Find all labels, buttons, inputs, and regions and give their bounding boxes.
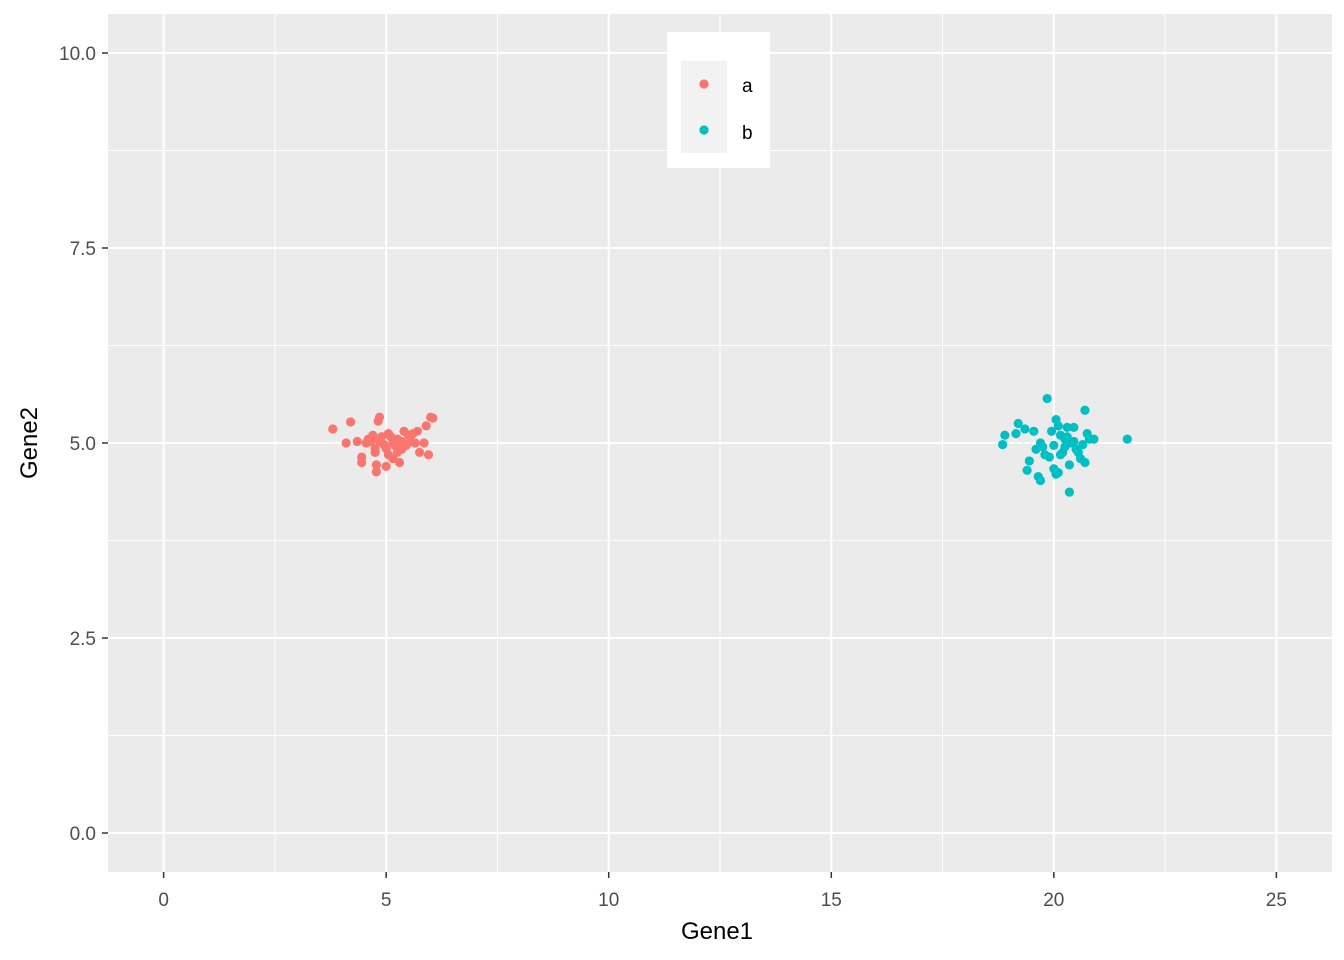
- data-point-b: [1042, 393, 1052, 404]
- y-axis-ticks: 0.0 2.5 5.0 7.5 10.0: [59, 44, 108, 845]
- x-tick-label: 10: [598, 890, 619, 911]
- data-point-b: [1011, 429, 1021, 439]
- x-tick-label: 25: [1266, 890, 1287, 911]
- data-point-a: [357, 452, 367, 462]
- data-point-b: [1089, 434, 1099, 444]
- data-point-a: [371, 467, 381, 477]
- data-point-a: [412, 426, 422, 436]
- data-point-b: [1064, 487, 1074, 497]
- x-tick-label: 0: [158, 890, 169, 911]
- data-point-b: [1053, 468, 1063, 478]
- x-tick-label: 15: [821, 890, 842, 911]
- data-point-b: [1044, 452, 1054, 462]
- data-point-a: [374, 412, 385, 422]
- data-point-b: [1069, 436, 1079, 447]
- data-point-a: [383, 429, 394, 439]
- data-point-a: [419, 438, 429, 448]
- data-point-b: [1038, 442, 1048, 452]
- legend-marker-b: [699, 125, 709, 135]
- data-point-b: [1053, 421, 1063, 431]
- data-point-a: [428, 413, 438, 423]
- data-point-b: [1080, 405, 1090, 415]
- y-tick-label: 0.0: [70, 824, 96, 845]
- y-tick-label: 7.5: [70, 239, 96, 260]
- data-point-b: [1022, 465, 1032, 475]
- y-axis-title: Gene2: [16, 407, 43, 479]
- data-point-a: [388, 438, 398, 448]
- data-point-a: [366, 436, 376, 447]
- x-axis-ticks: 0 5 10 15 20 25: [158, 872, 1287, 911]
- data-point-a: [397, 444, 407, 454]
- data-point-b: [1069, 422, 1079, 432]
- y-tick-label: 5.0: [70, 434, 96, 455]
- data-points: [328, 393, 1132, 497]
- data-point-a: [328, 424, 338, 434]
- data-point-a: [370, 447, 380, 457]
- data-point-b: [1035, 475, 1046, 486]
- data-point-a: [394, 457, 405, 468]
- data-point-a: [423, 450, 434, 460]
- data-point-b: [1024, 456, 1034, 466]
- data-point-b: [998, 439, 1008, 450]
- data-point-b: [1000, 430, 1010, 440]
- data-point-b: [1060, 442, 1070, 452]
- legend-marker-a: [699, 79, 709, 89]
- data-point-a: [381, 461, 391, 471]
- data-point-a: [352, 436, 362, 447]
- y-tick-label: 2.5: [70, 629, 96, 650]
- data-point-b: [1064, 460, 1074, 470]
- data-point-b: [1055, 430, 1066, 440]
- legend: a b: [667, 32, 770, 168]
- data-point-b: [1046, 426, 1057, 436]
- data-point-a: [421, 421, 431, 431]
- data-point-a: [371, 460, 381, 470]
- data-point-a: [345, 417, 356, 427]
- x-tick-label: 20: [1043, 890, 1064, 911]
- data-point-b: [1029, 426, 1039, 436]
- y-tick-label: 10.0: [59, 44, 96, 65]
- data-point-b: [1049, 440, 1059, 450]
- legend-label-b: b: [742, 123, 753, 144]
- data-point-b: [1013, 418, 1023, 429]
- x-tick-label: 5: [381, 890, 392, 911]
- data-point-b: [1062, 422, 1072, 432]
- x-axis-title: Gene1: [681, 918, 753, 945]
- data-point-b: [1020, 424, 1030, 434]
- data-point-b: [1078, 439, 1088, 450]
- data-point-a: [414, 447, 425, 457]
- data-point-a: [341, 438, 351, 448]
- data-point-b: [1122, 434, 1132, 444]
- legend-label-a: a: [742, 76, 753, 97]
- data-point-a: [410, 438, 420, 448]
- data-point-b: [1080, 457, 1090, 468]
